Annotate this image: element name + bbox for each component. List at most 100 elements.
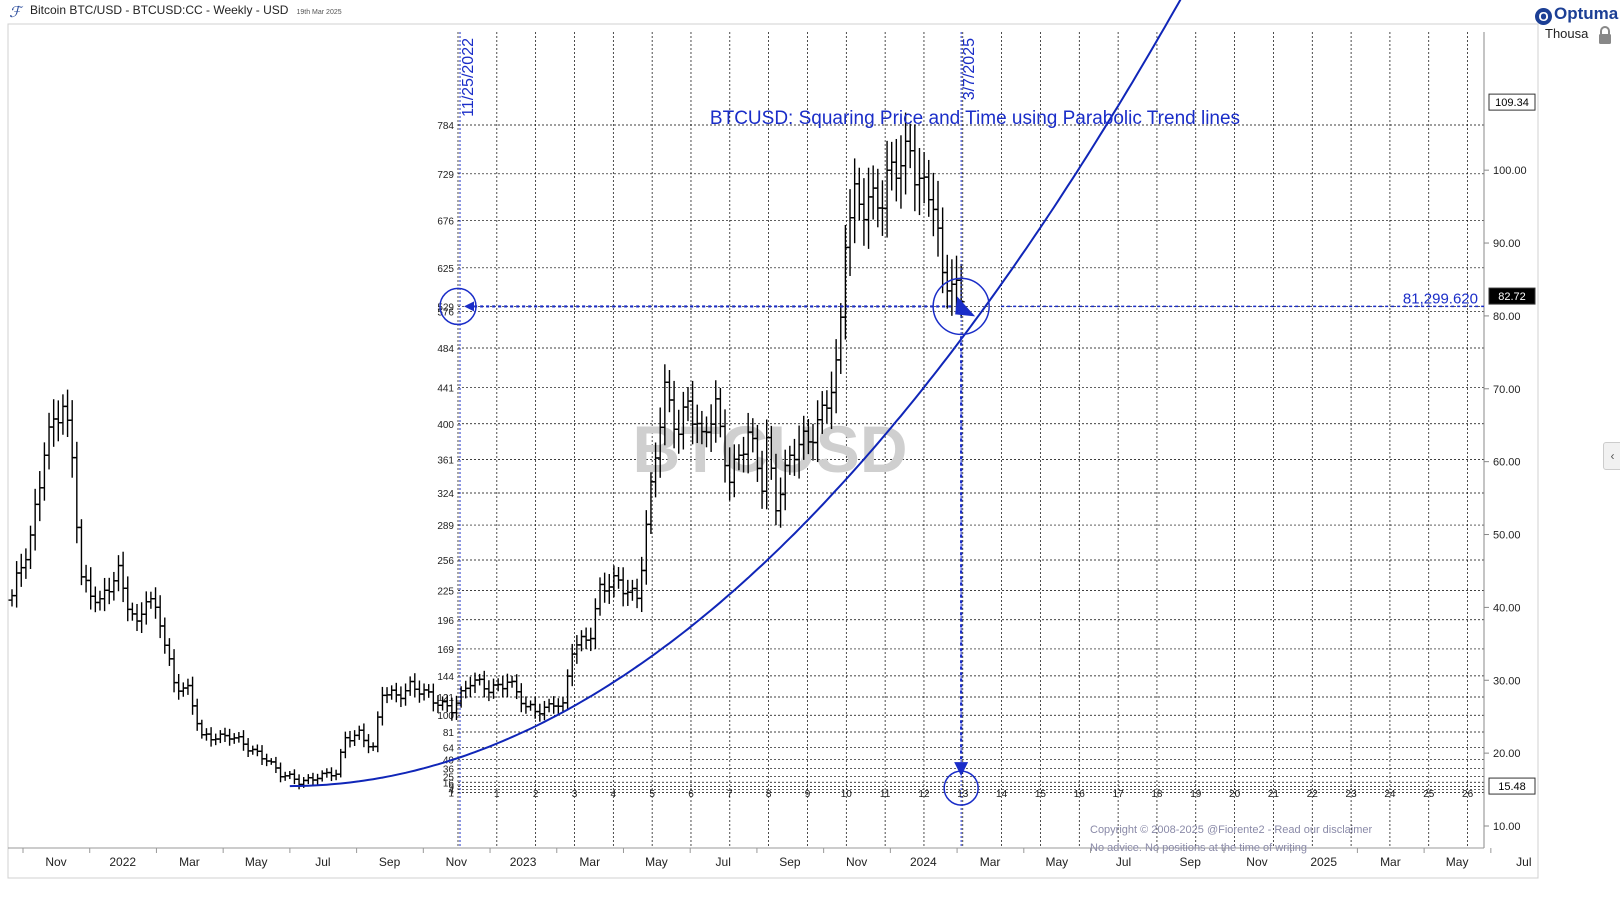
- time-square-label: 20: [1229, 789, 1241, 800]
- ohlc-bar: [295, 774, 303, 790]
- ohlc-bar: [939, 207, 947, 294]
- ohlc-bar: [258, 745, 266, 766]
- ohlc-bar: [851, 158, 859, 244]
- ohlc-bar: [147, 591, 155, 609]
- trend-layer: [289, 0, 1182, 788]
- ohlc-bar: [527, 700, 535, 711]
- ohlc-bar: [466, 676, 474, 698]
- price-axis-label: 80.00: [1493, 311, 1521, 323]
- left-level-circle: [439, 287, 477, 326]
- square-tick-label: 676: [437, 216, 454, 227]
- ohlc-bar: [244, 738, 252, 758]
- time-square-label: 25: [1423, 789, 1435, 800]
- month-label: 2024: [910, 855, 937, 869]
- ohlc-bar: [490, 678, 498, 699]
- ohlc-bar: [888, 141, 896, 191]
- ohlc-bar: [471, 672, 479, 694]
- ohlc-bar: [420, 683, 428, 701]
- ohlc-bar: [596, 577, 604, 616]
- ohlc-bar: [388, 685, 396, 700]
- price-axis-label: 40.00: [1493, 602, 1521, 614]
- ohlc-bar: [550, 696, 558, 714]
- ohlc-bar: [536, 703, 544, 722]
- ohlc-bar: [406, 676, 414, 696]
- ohlc-bar: [45, 412, 53, 470]
- ohlc-bar: [397, 686, 405, 708]
- month-label: May: [1446, 855, 1469, 869]
- time-square-label: 21: [1268, 789, 1280, 800]
- square-tick-label: 81: [443, 728, 455, 739]
- chart-header-date: 19th Mar 2025: [296, 9, 342, 16]
- ohlc-bar: [119, 551, 127, 603]
- time-square-label: 9: [805, 789, 811, 800]
- ohlc-bar: [665, 370, 673, 413]
- time-square-label: 3: [572, 789, 578, 800]
- chart-grid: [457, 32, 1484, 848]
- ohlc-bar: [27, 525, 35, 569]
- square-tick-label: 121: [437, 693, 454, 704]
- ohlc-bar: [64, 389, 72, 438]
- chart-title: BTCUSD: Squaring Price and Time using Pa…: [710, 108, 1240, 129]
- square-tick-label: 36: [443, 764, 455, 775]
- time-square-label: 24: [1384, 789, 1396, 800]
- chart-axes: 7847296766255765294844414003613242892562…: [8, 32, 1536, 869]
- ohlc-bar: [615, 567, 623, 589]
- end-date-label: 3/7/2025: [961, 38, 978, 100]
- ohlc-bar: [198, 719, 206, 739]
- ohlc-bar: [8, 589, 16, 607]
- ohlc-bar: [105, 577, 113, 605]
- ohlc-bar: [193, 698, 201, 731]
- square-tick-label: 225: [437, 587, 454, 598]
- ohlc-bar: [392, 682, 400, 703]
- month-label: May: [245, 855, 268, 869]
- ohlc-bar: [841, 225, 849, 340]
- ohlc-bar: [304, 774, 312, 785]
- ohlc-bar: [605, 574, 613, 604]
- ohlc-bar: [68, 400, 76, 478]
- ohlc-bar: [17, 553, 25, 587]
- square-tick-label: 441: [437, 383, 454, 394]
- ohlc-bar: [415, 680, 423, 703]
- ohlc-bar: [929, 172, 937, 237]
- price-axis-label: 10.00: [1493, 821, 1521, 833]
- square-tick-label: 4: [448, 786, 454, 797]
- ohlc-bar: [82, 564, 90, 593]
- high-price-marker: 109.34: [1495, 97, 1529, 109]
- price-axis-label: 30.00: [1493, 675, 1521, 687]
- ohlc-bar: [564, 669, 572, 710]
- time-square-label: 18: [1151, 789, 1163, 800]
- optuma-logo-icon: O: [1535, 8, 1552, 25]
- month-label: Sep: [379, 855, 401, 869]
- time-target-circle: [943, 770, 979, 806]
- low-price-marker: 15.48: [1498, 781, 1526, 793]
- square-tick-label: 576: [437, 308, 454, 319]
- collapse-panel-button[interactable]: ‹: [1603, 442, 1620, 470]
- ohlc-bar: [855, 167, 863, 221]
- lock-icon[interactable]: [1597, 25, 1613, 45]
- ohlc-bar: [897, 135, 905, 209]
- chart-header-title: Bitcoin BTC/USD - BTCUSD:CC - Weekly - U…: [30, 3, 289, 17]
- intersection-arrowhead: [955, 296, 976, 317]
- time-square-label: 12: [918, 789, 930, 800]
- ohlc-bar: [860, 178, 868, 246]
- ohlc-bar: [253, 744, 261, 757]
- ohlc-bar: [638, 556, 646, 613]
- month-label: Jul: [315, 855, 330, 869]
- ohlc-bar: [179, 682, 187, 697]
- ohlc-bar: [402, 683, 410, 706]
- ohlc-bar: [865, 167, 873, 249]
- ohlc-bar: [290, 769, 298, 785]
- time-square-label: 7: [727, 789, 733, 800]
- ohlc-bar: [77, 519, 85, 586]
- month-label: Jul: [1116, 855, 1131, 869]
- ohlc-bar: [411, 673, 419, 698]
- square-tick-label: 100: [437, 711, 454, 722]
- ohlc-bar: [207, 727, 215, 747]
- app-logo-icon[interactable]: ℱ: [9, 3, 21, 21]
- ohlc-bar: [531, 697, 539, 719]
- ohlc-bar: [513, 674, 521, 700]
- ohlc-bar: [425, 684, 433, 698]
- ohlc-bar: [341, 731, 349, 759]
- ohlc-bar: [633, 578, 641, 609]
